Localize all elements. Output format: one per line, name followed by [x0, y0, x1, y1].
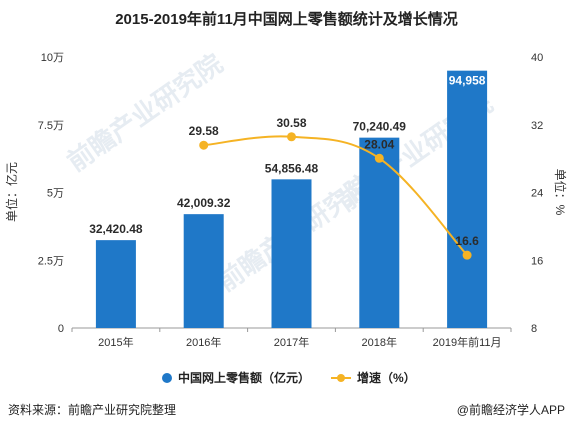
- brand-credit: @前瞻经济学人APP: [456, 403, 565, 417]
- bar-value-label: 42,009.32: [177, 196, 231, 210]
- legend-line-dot: [337, 374, 345, 382]
- bar: [447, 70, 488, 328]
- y-left-tick-label: 7.5万: [38, 120, 64, 132]
- chart-title: 2015-2019年前11月中国网上零售额统计及增长情况: [115, 11, 458, 28]
- x-tick-label: 2017年: [274, 335, 309, 349]
- bar: [183, 214, 224, 328]
- bar-series: [95, 70, 488, 328]
- x-tick-label: 2015年: [98, 335, 133, 349]
- growth-value-label: 28.04: [364, 137, 394, 151]
- growth-point: [287, 132, 296, 142]
- legend-bar-marker: [162, 373, 172, 383]
- growth-line: [203, 135, 468, 256]
- legend: 中国网上零售额（亿元） 增速（%）: [162, 370, 416, 385]
- y-left-tick-label: 2.5万: [38, 255, 64, 267]
- bar: [95, 240, 136, 328]
- data-labels: 32,420.48 42,009.32 54,856.48 70,240.49 94,9…: [89, 74, 486, 249]
- bar-value-label: 94,958: [449, 74, 486, 88]
- bar: [271, 179, 312, 328]
- bar-value-label: 54,856.48: [265, 161, 319, 175]
- growth-point: [374, 153, 384, 163]
- growth-value-label: 30.58: [276, 116, 306, 130]
- y-right-tick-label: 32: [531, 120, 543, 132]
- source-note: 资料来源：前瞻产业研究院整理: [8, 403, 177, 417]
- growth-value-label: 16.6: [455, 234, 479, 248]
- x-tick-label: 2019年前11月: [433, 335, 502, 349]
- y-right-tick-label: 8: [531, 323, 537, 335]
- growth-point: [462, 250, 472, 260]
- y-right-tick-label: 24: [531, 188, 543, 200]
- y-right-tick-label: 40: [531, 52, 543, 64]
- legend-bar-label: 中国网上零售额（亿元）: [178, 370, 310, 385]
- bar: [359, 137, 400, 328]
- line-series: [199, 132, 472, 260]
- bar-value-label: 32,420.48: [89, 222, 143, 236]
- y-left-tick-label: 5万: [47, 188, 64, 200]
- growth-point: [199, 140, 209, 150]
- growth-value-label: 29.58: [189, 124, 219, 138]
- y-right-axis-title: 单位：%: [553, 169, 568, 216]
- y-left-axis-title: 单位：亿元: [4, 162, 19, 222]
- x-tick-label: 2016年: [186, 335, 221, 349]
- watermark-text: 前瞻产业研究院: [62, 48, 228, 177]
- x-tick-label: 2018年: [362, 335, 397, 349]
- y-left-tick-label: 10万: [41, 52, 64, 64]
- legend-line-label: 增速（%）: [357, 370, 416, 385]
- y-left-tick-label: 0: [58, 323, 64, 335]
- y-right-tick-label: 16: [531, 255, 543, 267]
- bar-value-label: 70,240.49: [353, 120, 407, 134]
